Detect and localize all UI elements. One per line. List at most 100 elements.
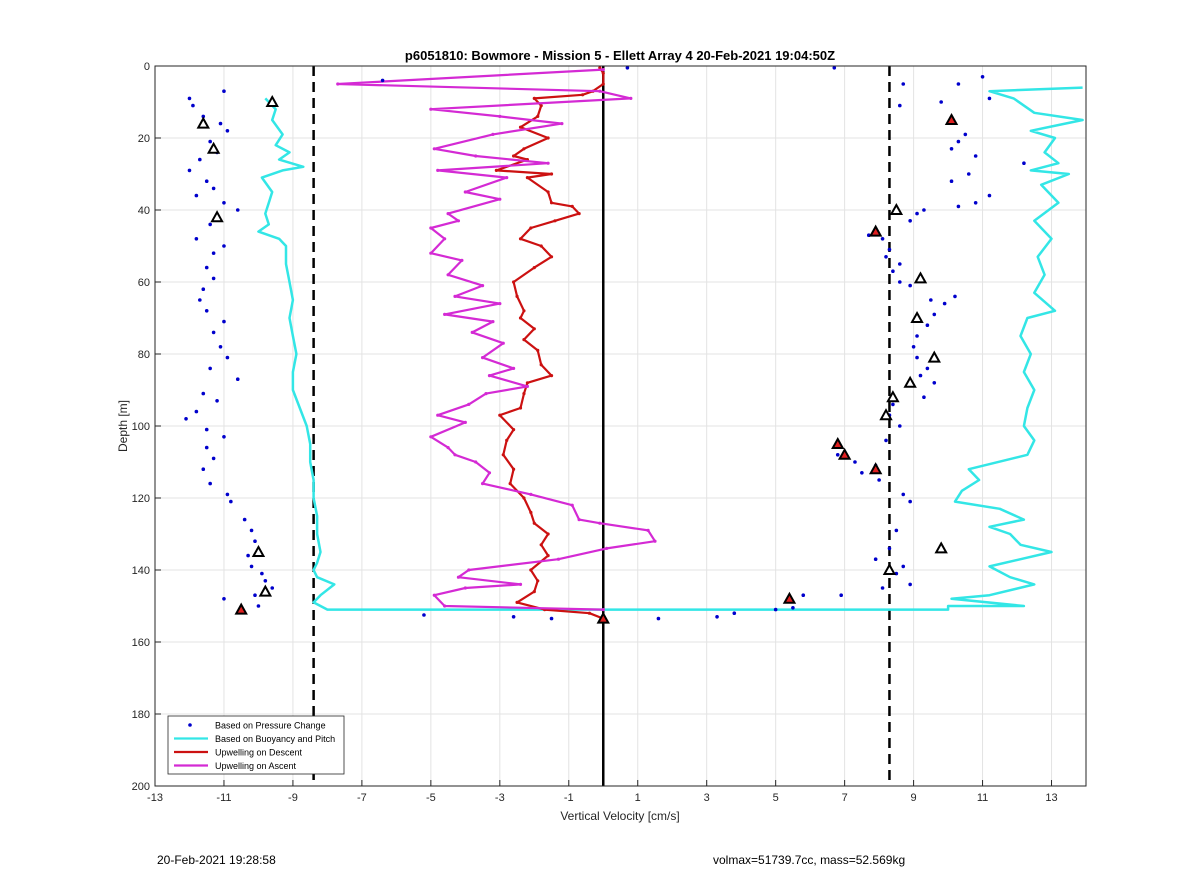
line-point [446,273,450,277]
pressure-change-point [773,607,778,612]
line-point [463,190,467,194]
line-point [546,136,550,140]
triangle-marker [879,408,893,421]
pressure-change-point [249,528,254,533]
pressure-change-point [963,132,968,137]
pressure-change-point [422,613,426,617]
line-point [539,104,543,108]
pressure-change-point [229,499,233,504]
triangle-marker [944,112,959,125]
x-tick-label: -7 [357,792,367,804]
line-point [518,582,523,587]
pressure-change-point [549,616,554,621]
y-tick-label: 60 [138,277,150,289]
pressure-change-point [204,309,209,313]
triangle-marker [782,591,797,604]
line-point [529,568,533,572]
pressure-change-point [235,377,240,382]
line-point [436,413,440,417]
axis-ticks: -13 -11 -9 -7 -5 -3 -1 1 3 5 7 9 11 13020406080100120… [132,61,1058,804]
upwelling-ascent-line-points [336,68,657,612]
triangle-marker [251,544,266,557]
pressure-change-point [222,319,226,324]
line-point [598,66,602,70]
series-layer [184,66,1084,624]
pressure-change-point [801,593,806,597]
hollow-marker-group [196,94,948,597]
line-point [536,114,540,118]
triangle-marker [868,462,883,475]
line-point [456,575,461,579]
pressure-change-point [966,172,971,176]
line-point [491,320,495,324]
pressure-change-point [873,557,878,561]
line-point [549,255,554,259]
pressure-change-point [908,582,912,587]
line-point [498,302,502,306]
line-point [432,147,436,151]
line-point [429,435,433,439]
upwelling-ascent-line [336,68,657,611]
pressure-change-point [211,330,216,335]
y-tick-label: 180 [132,709,150,721]
x-tick-label: 11 [977,792,988,804]
line-point [601,82,605,86]
pressure-change-point [218,345,223,349]
pressure-change-point [898,262,902,266]
pressure-change-point [925,323,930,328]
pressure-change-point [194,193,199,198]
pressure-change-point [211,186,216,191]
pressure-change-point [956,139,961,144]
x-tick-label: 7 [842,792,848,804]
pressure-change-point [187,168,192,173]
pressure-change-point [225,129,230,133]
line-point [463,420,467,424]
pressure-change-point [887,247,892,252]
line-point [508,482,512,486]
pressure-change-point [880,237,885,241]
triangle-marker [837,447,852,460]
line-point [536,348,540,352]
line-point [546,532,550,536]
pressure-change-point [732,611,737,615]
pressure-change-point [211,456,216,461]
line-point [532,590,536,594]
pressure-change-point [891,269,895,274]
line-point [601,608,605,612]
pressure-change-point [956,82,961,86]
pressure-change-point [853,460,857,464]
pressure-change-point [932,381,937,385]
line-point [429,251,433,255]
line-point [474,154,478,158]
triangle-marker [258,584,273,597]
pressure-change-point [898,103,902,108]
line-point [601,71,605,75]
line-point [525,176,530,180]
x-tick-label: -13 [147,792,163,804]
pressure-change-point [222,201,226,205]
line-point [525,384,530,388]
pressure-change-point [201,391,206,396]
pressure-change-point [201,467,206,472]
line-point [505,176,509,180]
x-tick-label: 9 [911,792,917,804]
line-point [539,543,543,547]
line-point [546,190,550,194]
pressure-change-point [208,139,212,144]
line-point [487,471,492,475]
pressure-change-point [235,208,240,212]
line-point [505,438,509,442]
pressure-change-point [949,179,954,183]
line-point [629,96,633,100]
triangle-marker [596,611,610,624]
line-point [598,89,602,93]
line-point [532,266,536,270]
pressure-change-point [222,435,226,439]
pressure-change-point [949,147,954,151]
x-axis-label: Vertical Velocity [cm/s] [560,809,679,823]
pressure-change-point [218,121,223,126]
pressure-change-point [915,355,919,360]
line-point [467,402,471,406]
pressure-change-point [929,298,933,302]
